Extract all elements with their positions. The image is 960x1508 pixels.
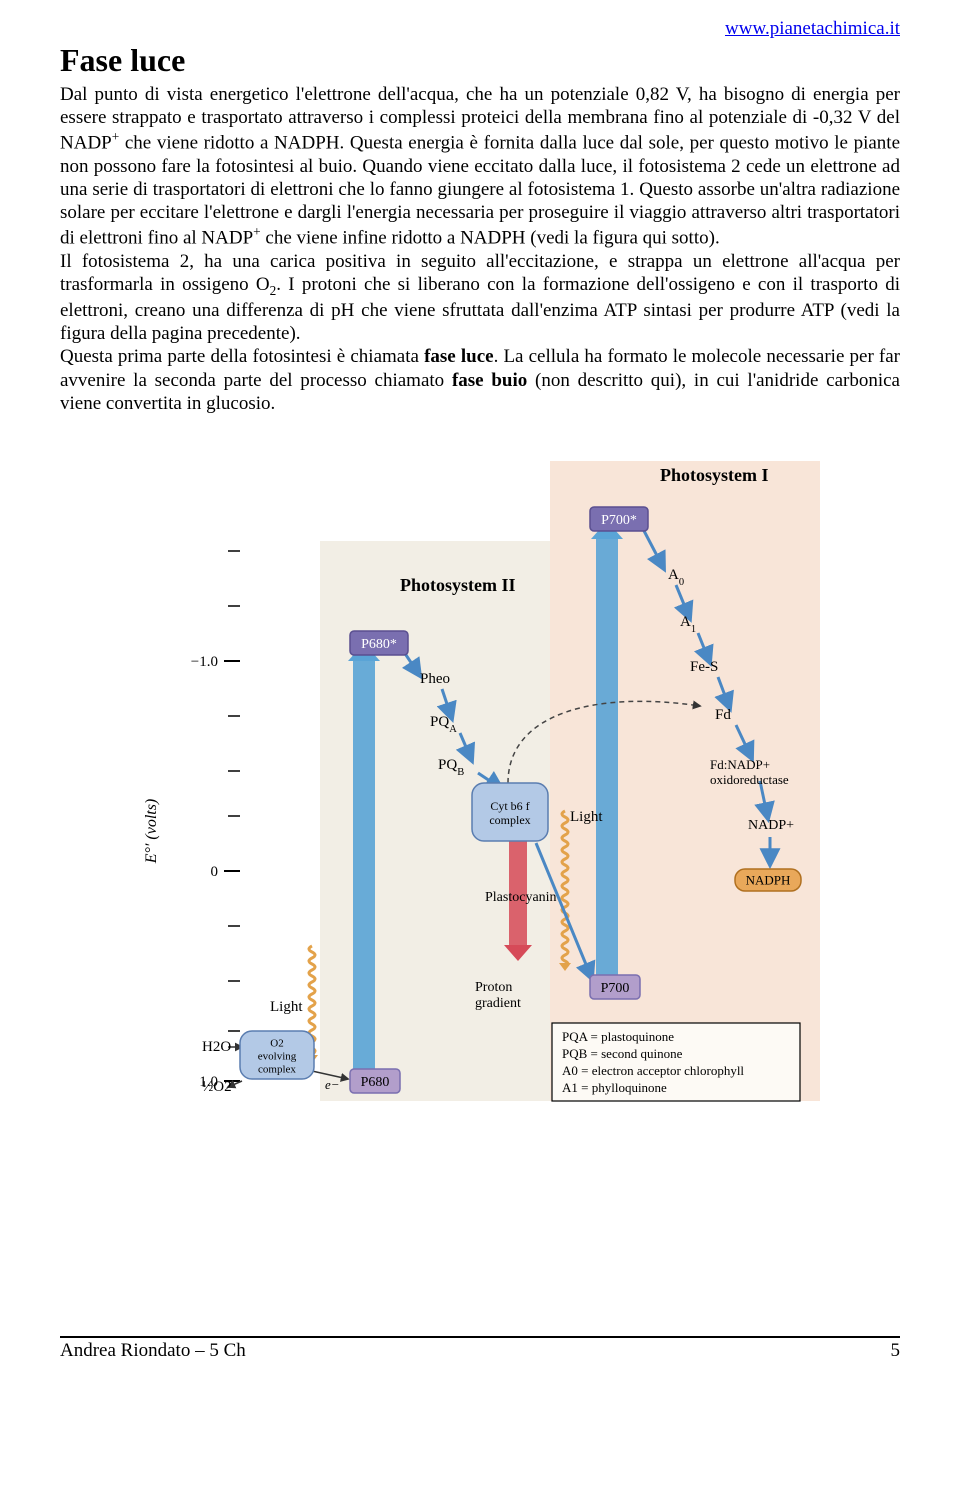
svg-text:PQB = second quinone: PQB = second quinone — [562, 1046, 683, 1061]
svg-text:Fd:NADP+: Fd:NADP+ — [710, 757, 770, 772]
svg-text:½O2: ½O2 — [202, 1079, 232, 1095]
svg-text:PQA = plastoquinone: PQA = plastoquinone — [562, 1029, 674, 1044]
svg-text:Proton: Proton — [475, 980, 512, 995]
svg-text:P700*: P700* — [601, 513, 637, 528]
page-footer: Andrea Riondato – 5 Ch 5 — [60, 1336, 900, 1362]
svg-text:Photosystem II: Photosystem II — [400, 575, 516, 595]
svg-text:O2: O2 — [270, 1037, 283, 1049]
svg-text:−1.0: −1.0 — [191, 654, 218, 670]
page-title: Fase luce — [60, 42, 900, 79]
svg-text:e−: e− — [325, 1077, 340, 1092]
svg-text:Cyt b6 f: Cyt b6 f — [490, 799, 529, 813]
svg-text:Fd: Fd — [715, 707, 731, 723]
svg-text:complex: complex — [489, 813, 530, 827]
svg-text:NADP+: NADP+ — [748, 818, 794, 833]
svg-text:H2O: H2O — [202, 1039, 231, 1055]
svg-text:P700: P700 — [601, 981, 630, 996]
svg-text:A1 = phylloquinone: A1 = phylloquinone — [562, 1080, 667, 1095]
svg-text:complex: complex — [258, 1063, 296, 1075]
body-text: Dal punto di vista energetico l'elettron… — [60, 83, 900, 415]
svg-text:evolving: evolving — [258, 1050, 297, 1062]
svg-text:P680*: P680* — [361, 637, 397, 652]
svg-text:Pheo: Pheo — [420, 671, 450, 687]
svg-text:P680: P680 — [361, 1075, 390, 1090]
header-url[interactable]: www.pianetachimica.it — [60, 18, 900, 40]
svg-text:gradient: gradient — [475, 996, 521, 1011]
footer-page-number: 5 — [891, 1340, 901, 1362]
svg-text:Light: Light — [270, 999, 303, 1015]
svg-text:NADPH: NADPH — [746, 872, 791, 887]
svg-text:A0 = electron acceptor chlorop: A0 = electron acceptor chlorophyll — [562, 1063, 744, 1078]
svg-text:Fe-S: Fe-S — [690, 659, 718, 675]
z-scheme-diagram: −1.001.0E°′ (volts)Photosystem IIPhotosy… — [120, 451, 840, 1136]
svg-text:Photosystem I: Photosystem I — [660, 465, 769, 485]
svg-text:Plastocyanin: Plastocyanin — [485, 890, 557, 905]
footer-author: Andrea Riondato – 5 Ch — [60, 1340, 246, 1362]
svg-text:E°′ (volts): E°′ (volts) — [143, 799, 160, 865]
svg-text:Light: Light — [570, 809, 603, 825]
svg-text:0: 0 — [211, 864, 219, 880]
svg-text:oxidoreductase: oxidoreductase — [710, 772, 789, 787]
